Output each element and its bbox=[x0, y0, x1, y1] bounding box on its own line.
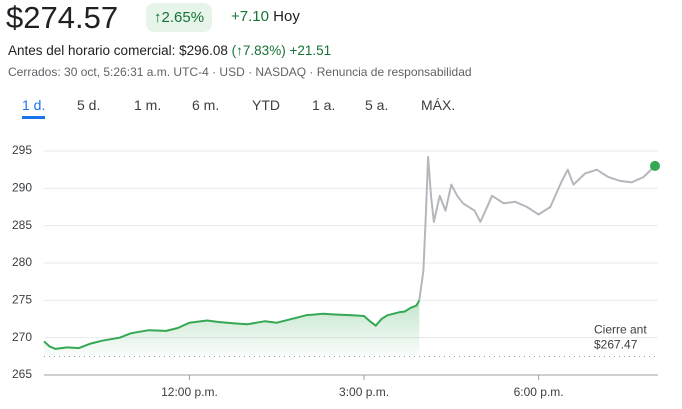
y-tick-label: 285 bbox=[12, 218, 32, 232]
change-period: Hoy bbox=[273, 8, 300, 25]
price-line bbox=[43, 299, 421, 350]
range-tab[interactable]: MÁX. bbox=[421, 97, 456, 113]
status: Cerrados: 30 oct, 5:26:31 a.m. UTC-4 · U… bbox=[8, 65, 472, 79]
range-tab[interactable]: 1 a. bbox=[312, 97, 336, 113]
range-tab[interactable]: 5 d. bbox=[77, 97, 101, 113]
range-tab[interactable]: 6 m. bbox=[192, 97, 220, 113]
previous-close-title: Cierre ant bbox=[594, 323, 647, 337]
y-tick-label: 280 bbox=[12, 255, 32, 269]
y-tick-label: 295 bbox=[12, 143, 32, 157]
range-tab[interactable]: 1 d. bbox=[22, 97, 46, 119]
premarket-label: Antes del horario comercial: bbox=[8, 43, 176, 58]
x-tick-label: 3:00 p.m. bbox=[339, 385, 389, 399]
range-tab[interactable]: 5 a. bbox=[365, 97, 389, 113]
x-tick-label: 6:00 p.m. bbox=[514, 385, 564, 399]
range-tab[interactable]: YTD bbox=[252, 97, 280, 113]
y-tick-label: 290 bbox=[12, 181, 32, 195]
y-tick-label: 275 bbox=[12, 293, 32, 307]
change-badge: ↑2.65% bbox=[146, 3, 213, 32]
last-price-dot bbox=[650, 160, 660, 171]
premarket-row: Antes del horario comercial: $296.08 (↑7… bbox=[8, 43, 331, 58]
area bbox=[44, 300, 420, 357]
premarket-price: $296.08 bbox=[179, 43, 228, 58]
y-tick-label: 265 bbox=[12, 367, 32, 381]
range-tab[interactable]: 1 m. bbox=[134, 97, 162, 113]
change-row: +7.10 Hoy bbox=[231, 8, 300, 25]
price-line bbox=[418, 156, 656, 301]
y-tick-label: 270 bbox=[12, 330, 32, 344]
change: +7.10 bbox=[231, 8, 269, 25]
premarket-change: +21.51 bbox=[289, 43, 332, 58]
previous-close-label: $267.47 bbox=[594, 338, 638, 352]
x-tick-label: 12:00 p.m. bbox=[161, 385, 218, 399]
price: $274.57 bbox=[6, 0, 119, 35]
premarket-change-pct: (↑7.83%) bbox=[231, 43, 286, 58]
